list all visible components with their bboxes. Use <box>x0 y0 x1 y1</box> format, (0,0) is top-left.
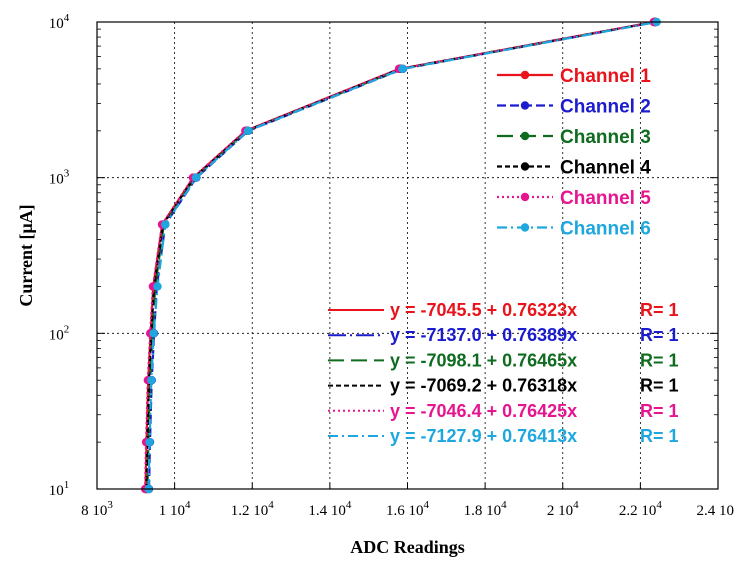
legend-label: Channel 6 <box>560 219 651 240</box>
fit-r-value: R= 1 <box>640 376 679 396</box>
legend-label: Channel 2 <box>560 97 651 118</box>
series-point <box>149 329 158 338</box>
series-point <box>398 64 407 74</box>
y-tick-label: 101 <box>49 479 70 499</box>
x-axis-title: ADC Readings <box>350 537 465 557</box>
fit-r-value: R= 1 <box>640 300 679 320</box>
series-layer <box>140 17 661 494</box>
fit-equation: y = -7069.2 + 0.76318x <box>390 376 577 396</box>
x-tick-label: 1.4 104 <box>308 499 352 519</box>
ticks-layer: 8 103 1 104 1.2 104 1.4 104 1.6 104 1.8 104 2 … <box>49 12 734 519</box>
legend-swatch-marker <box>520 131 530 141</box>
series-point <box>191 173 201 182</box>
series-point <box>161 220 170 229</box>
legend-swatch-marker <box>520 70 530 80</box>
fit-r-value: R= 1 <box>640 401 679 421</box>
series-line <box>147 20 657 490</box>
fit-r-value: R= 1 <box>640 426 679 446</box>
grid-layer <box>97 22 718 489</box>
x-tick-label: 2.4 104 <box>697 499 734 519</box>
x-tick-label: 1.8 104 <box>464 499 508 519</box>
legend-swatch-marker <box>520 101 530 110</box>
fit-legend: y = -7045.5 + 0.76323x R= 1 y = -7137.0 + … <box>328 300 679 446</box>
fit-equation: y = -7127.9 + 0.76413x <box>390 426 577 446</box>
legend: Channel 1 Channel 2 Channel 3 Channel 4 Chan… <box>497 66 651 240</box>
fit-equation: y = -7045.5 + 0.76323x <box>390 300 577 320</box>
legend-label: Channel 5 <box>560 188 651 209</box>
x-tick-label: 1 104 <box>159 499 191 519</box>
legend-swatch-marker <box>520 162 530 171</box>
y-tick-label: 103 <box>49 168 70 188</box>
series-point <box>145 437 154 447</box>
fit-equation: y = -7137.0 + 0.76389x <box>390 325 577 345</box>
x-tick-label: 1.6 104 <box>386 499 430 519</box>
fit-equation: y = -7098.1 + 0.76465x <box>390 350 577 370</box>
legend-swatch-marker <box>520 192 530 202</box>
series-point <box>243 126 253 136</box>
legend-label: Channel 1 <box>560 66 651 87</box>
legend-label: Channel 4 <box>560 158 651 179</box>
x-tick-label: 1.2 104 <box>231 499 275 519</box>
y-tick-label: 104 <box>49 12 70 32</box>
series-point <box>153 282 162 291</box>
fit-r-value: R= 1 <box>640 325 679 345</box>
series-point <box>147 375 156 385</box>
y-axis-title: Current [μA] <box>16 204 36 306</box>
legend-label: Channel 3 <box>560 127 651 148</box>
fit-r-value: R= 1 <box>640 350 679 370</box>
x-tick-label: 2.2 104 <box>619 499 663 519</box>
x-tick-label: 8 103 <box>81 499 113 519</box>
fit-equation: y = -7046.4 + 0.76425x <box>390 401 577 421</box>
x-tick-label: 2 104 <box>547 499 579 519</box>
legend-swatch-marker <box>520 223 530 232</box>
y-tick-label: 102 <box>49 323 70 343</box>
